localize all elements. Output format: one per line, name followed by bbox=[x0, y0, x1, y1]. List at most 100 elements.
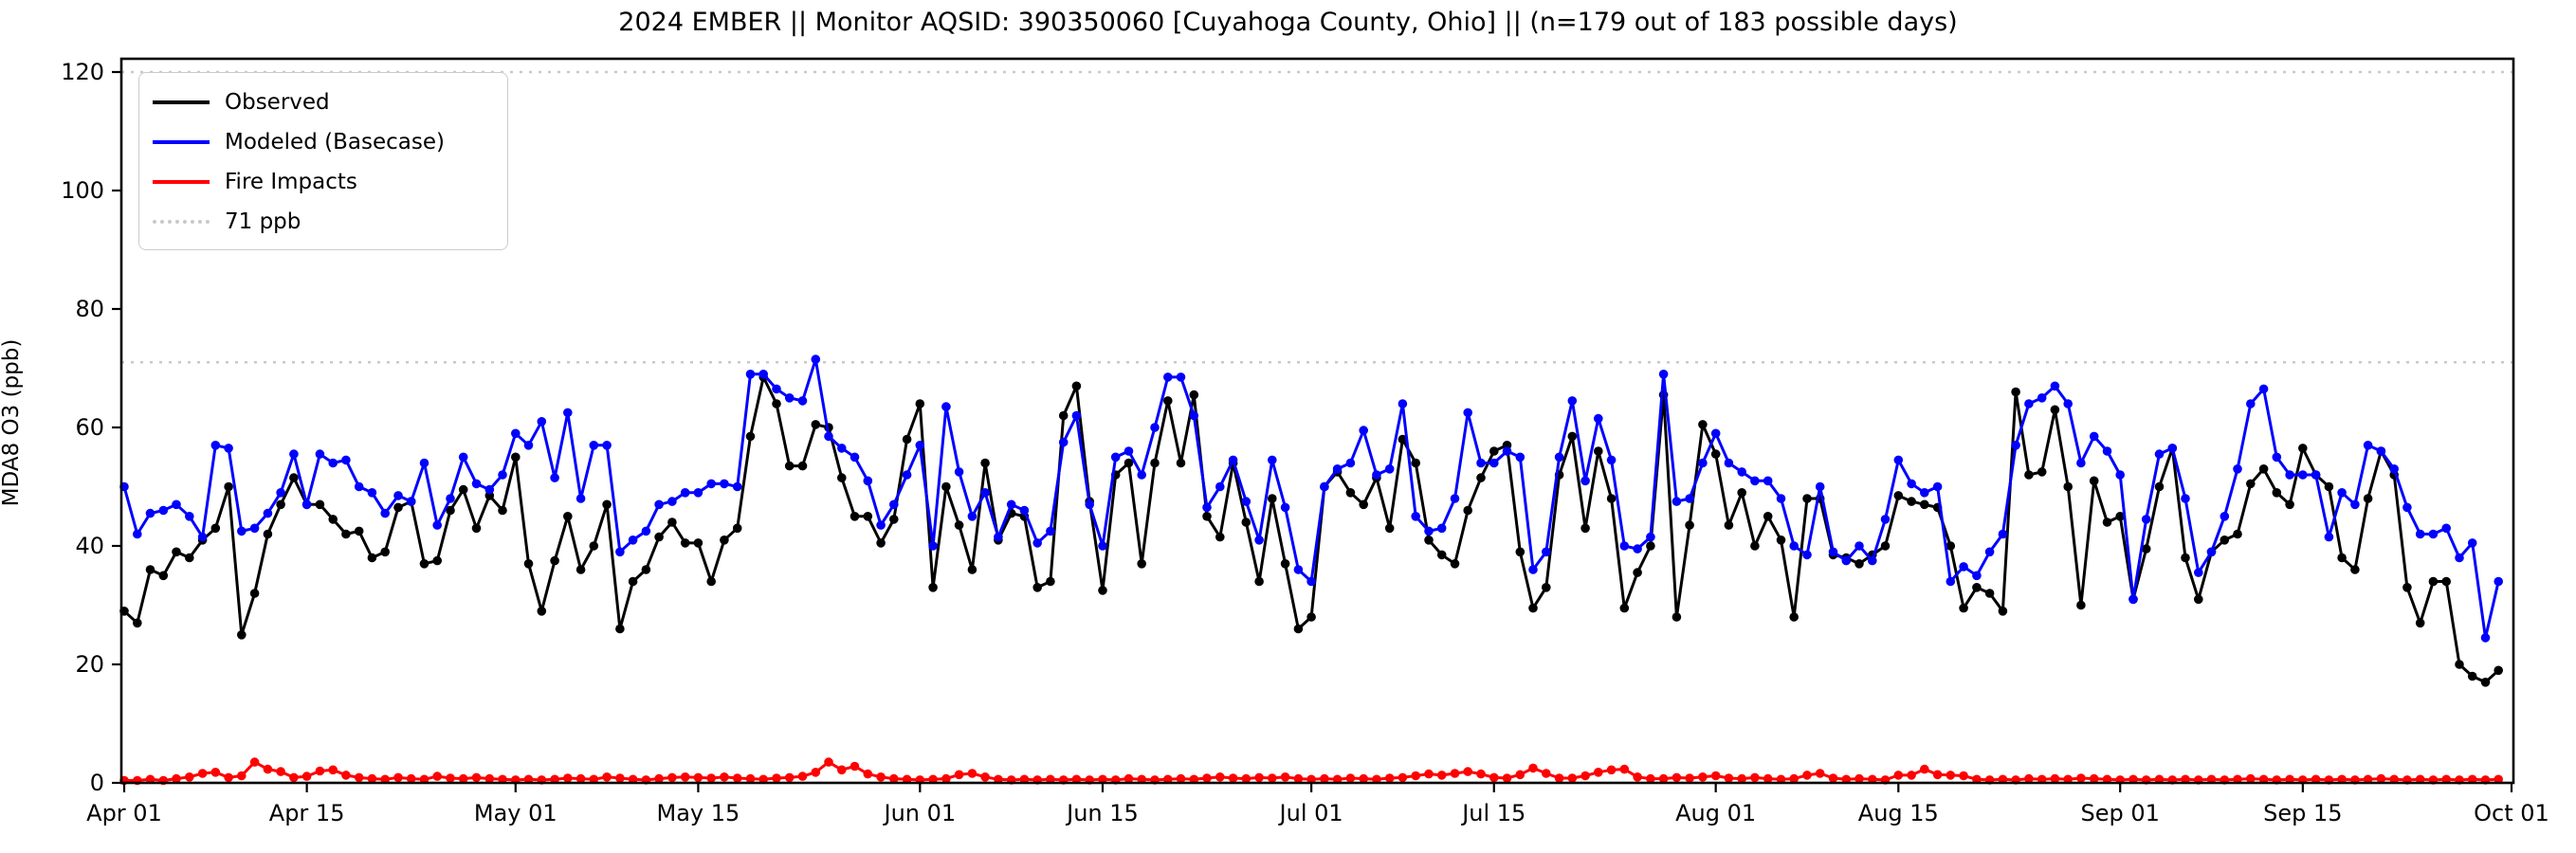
data-point bbox=[1841, 555, 1852, 566]
data-point bbox=[915, 441, 925, 450]
data-point bbox=[994, 774, 1003, 785]
y-tick-label-60: 60 bbox=[75, 414, 104, 441]
data-point bbox=[1750, 541, 1760, 551]
data-point bbox=[602, 441, 612, 450]
data-point bbox=[354, 772, 364, 783]
data-point bbox=[1268, 773, 1277, 783]
axes-box bbox=[119, 57, 2515, 785]
data-point bbox=[1058, 410, 1069, 421]
data-point bbox=[2389, 464, 2399, 474]
data-point bbox=[2220, 535, 2230, 545]
data-point bbox=[797, 396, 808, 406]
x-tick-label-apr-01: Apr 01 bbox=[86, 800, 162, 826]
data-point bbox=[1907, 479, 1916, 489]
data-point bbox=[1398, 434, 1408, 445]
data-point bbox=[1137, 774, 1146, 785]
data-point bbox=[1698, 420, 1708, 429]
data-point bbox=[498, 470, 507, 480]
data-point bbox=[2246, 399, 2256, 408]
data-point bbox=[1594, 768, 1603, 777]
modeled-line-swatch bbox=[153, 140, 210, 144]
data-point bbox=[1019, 774, 1030, 785]
data-point bbox=[1789, 773, 1799, 784]
data-point bbox=[1998, 607, 2008, 616]
data-point bbox=[1619, 541, 1630, 551]
data-point bbox=[550, 555, 559, 566]
data-point bbox=[2258, 774, 2269, 785]
data-point bbox=[915, 399, 925, 408]
data-point bbox=[1463, 408, 1472, 418]
data-point bbox=[928, 583, 938, 592]
data-point bbox=[1594, 446, 1603, 456]
data-point bbox=[720, 479, 729, 489]
data-point bbox=[1254, 535, 1264, 545]
data-point bbox=[1658, 773, 1669, 784]
data-point bbox=[1436, 771, 1447, 780]
data-point bbox=[1567, 773, 1578, 783]
data-point bbox=[2206, 547, 2217, 557]
data-point bbox=[1750, 772, 1760, 783]
data-point bbox=[1254, 576, 1264, 587]
data-point bbox=[511, 452, 521, 463]
data-point bbox=[446, 494, 455, 503]
data-point bbox=[784, 461, 795, 471]
data-point bbox=[1332, 464, 1343, 474]
data-point bbox=[1436, 523, 1447, 534]
data-point bbox=[602, 499, 612, 510]
data-point bbox=[2350, 565, 2360, 574]
data-point bbox=[1345, 773, 1356, 783]
data-point bbox=[1580, 476, 1590, 486]
data-point bbox=[732, 773, 742, 783]
data-point bbox=[2181, 553, 2190, 563]
data-point bbox=[1254, 772, 1264, 783]
data-point bbox=[1280, 559, 1290, 569]
data-point bbox=[2220, 512, 2230, 521]
data-point bbox=[2494, 576, 2503, 587]
x-tick-label-oct-01: Oct 01 bbox=[2474, 800, 2549, 826]
data-point bbox=[172, 547, 181, 557]
y-tick-label-80: 80 bbox=[75, 296, 104, 322]
data-point bbox=[1710, 771, 1721, 781]
data-point bbox=[1619, 764, 1630, 774]
data-point bbox=[1502, 446, 1512, 456]
data-point bbox=[706, 479, 716, 489]
data-point bbox=[1893, 771, 1904, 780]
data-point bbox=[2298, 444, 2308, 453]
data-point bbox=[2115, 512, 2125, 521]
data-point bbox=[185, 512, 194, 521]
data-point bbox=[758, 370, 768, 379]
data-point bbox=[615, 773, 625, 783]
data-point bbox=[2311, 470, 2321, 480]
data-point bbox=[1724, 520, 1734, 530]
data-point bbox=[2102, 774, 2112, 785]
data-point bbox=[133, 618, 142, 628]
data-point bbox=[249, 523, 260, 534]
data-point bbox=[1032, 538, 1042, 548]
data-point bbox=[1920, 499, 1929, 510]
data-point bbox=[1398, 772, 1408, 783]
data-point bbox=[1776, 535, 1786, 545]
data-point bbox=[1710, 449, 1721, 459]
data-point bbox=[837, 473, 847, 482]
legend-item-observed: Observed bbox=[139, 82, 507, 122]
data-point bbox=[1215, 532, 1225, 542]
data-point bbox=[1098, 541, 1107, 551]
data-point bbox=[1959, 562, 1968, 572]
data-point bbox=[224, 481, 233, 492]
data-point bbox=[967, 769, 977, 778]
data-point bbox=[1606, 494, 1617, 503]
data-point bbox=[837, 444, 847, 453]
data-point bbox=[1515, 770, 1526, 780]
x-tick-label-sep-01: Sep 01 bbox=[2081, 800, 2160, 826]
data-point bbox=[1306, 774, 1316, 785]
data-point bbox=[1633, 772, 1642, 782]
data-point bbox=[1228, 455, 1238, 465]
data-point bbox=[850, 452, 860, 463]
data-point bbox=[1737, 488, 1746, 498]
data-point bbox=[2324, 481, 2334, 492]
data-point bbox=[1815, 769, 1825, 778]
data-point bbox=[876, 538, 886, 548]
data-point bbox=[889, 515, 899, 524]
data-point bbox=[941, 773, 951, 784]
data-point bbox=[1763, 773, 1773, 784]
